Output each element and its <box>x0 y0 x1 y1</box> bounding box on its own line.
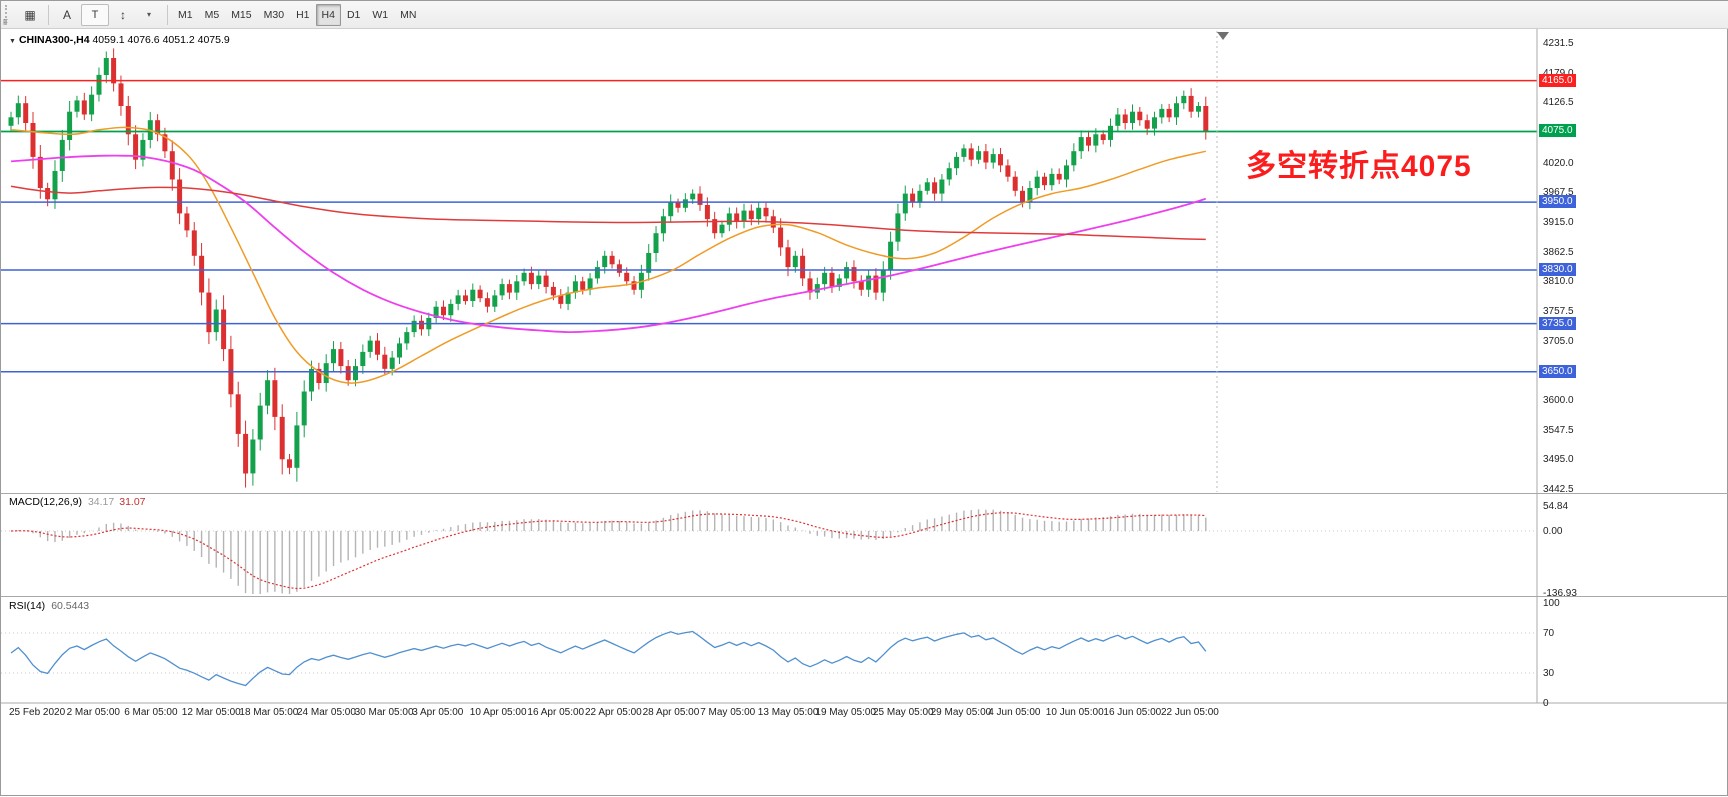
rsi-axis-tick: 30 <box>1543 668 1555 679</box>
price-tick: 3810.0 <box>1543 276 1574 288</box>
toolbar: F ▦ A T ↕ ▾ M1 M5 M15 M30 H1 H4 D1 W1 MN <box>1 1 1728 29</box>
moving-average-lines <box>10 126 1207 384</box>
macd-axis-tick: -136.93 <box>1543 587 1577 599</box>
chevron-down-icon[interactable]: ▾ <box>146 10 151 19</box>
price-axis[interactable]: 4231.5 4179.0 4126.5 4020.0 3967.5 3915.0 3862… <box>1537 1 1727 797</box>
ohlc-high: 4076.6 <box>127 34 160 46</box>
time-tick: 30 Mar 05:00 <box>354 707 414 718</box>
price-tick: 3967.5 <box>1543 187 1574 199</box>
timeframe-button-m5[interactable]: M5 <box>204 8 220 21</box>
time-tick: 16 Apr 05:00 <box>527 707 585 718</box>
macd-signal-value: 31.07 <box>119 496 146 508</box>
ma-slow <box>10 185 1206 241</box>
toolbar-grip[interactable] <box>5 4 12 25</box>
price-tick: 3600.0 <box>1543 394 1574 406</box>
rsi-line <box>10 630 1207 687</box>
time-tick: 28 Apr 05:00 <box>642 707 700 718</box>
timeframe-button-w1[interactable]: W1 <box>372 8 389 21</box>
ma-fast <box>10 126 1206 384</box>
time-tick: 25 Feb 2020 <box>9 707 66 718</box>
chart-title: ▼ CHINA300-,H4 4059.1 4076.6 4051.2 4075.… <box>9 34 230 46</box>
time-tick: 16 Jun 05:00 <box>1103 707 1162 718</box>
price-level-lines <box>1 79 1537 373</box>
time-tick: 22 Jun 05:00 <box>1161 707 1219 718</box>
price-tick: 3495.0 <box>1543 454 1574 466</box>
rsi-name: RSI(14) <box>9 600 46 612</box>
time-tick: 3 Apr 05:00 <box>412 707 464 718</box>
time-tick: 7 May 05:00 <box>700 707 756 718</box>
cursor-a-button[interactable]: A <box>62 7 71 22</box>
timeframe-button-d1[interactable]: D1 <box>346 8 361 21</box>
crosshair-icon[interactable]: ↕ <box>120 7 126 22</box>
time-tick: 22 Apr 05:00 <box>585 707 642 718</box>
time-tick: 4 Jun 05:00 <box>988 707 1041 718</box>
price-tick: 4231.5 <box>1543 38 1574 49</box>
timeframe-button-m1[interactable]: M1 <box>178 8 193 21</box>
toolbar-f-label: F <box>3 18 8 27</box>
ohlc-low: 4051.2 <box>162 34 195 46</box>
timeframe-button-h1[interactable]: H1 <box>296 8 310 21</box>
price-level-badge: 3650.0 <box>1539 364 1576 378</box>
pivot-annotation: 多空转折点4075 <box>1246 150 1472 183</box>
text-tool-button[interactable]: T <box>81 3 109 26</box>
time-tick: 19 May 05:00 <box>815 707 876 718</box>
chart-shift-marker <box>1217 32 1229 40</box>
macd-name: MACD(12,26,9) <box>9 496 82 508</box>
time-tick: 24 Mar 05:00 <box>297 707 356 718</box>
price-tick: 3705.0 <box>1543 335 1574 347</box>
time-tick: 6 Mar 05:00 <box>124 707 178 718</box>
macd-axis-tick: 54.84 <box>1543 501 1569 513</box>
rsi-indicator-label: RSI(14) 60.5443 <box>9 600 89 612</box>
timeframe-button-m30[interactable]: M30 <box>263 8 285 21</box>
time-tick: 10 Apr 05:00 <box>469 707 527 718</box>
price-tick: 3547.5 <box>1543 424 1574 436</box>
price-level-badge: 3950.0 <box>1539 195 1576 209</box>
chevron-down-icon[interactable]: ▼ <box>9 38 16 45</box>
time-tick: 2 Mar 05:00 <box>66 707 120 718</box>
timeframe-button-m15[interactable]: M15 <box>231 8 252 21</box>
ma-mid <box>10 154 1207 334</box>
price-level-badge: 3735.0 <box>1539 316 1576 330</box>
toolbar-separator <box>167 4 168 25</box>
ohlc-open: 4059.1 <box>92 34 125 46</box>
rsi-axis-tick: 70 <box>1543 628 1555 639</box>
rsi-axis-tick: 0 <box>1543 698 1549 709</box>
price-tick: 3915.0 <box>1543 216 1574 228</box>
time-axis[interactable]: 25 Feb 2020 2 Mar 05:00 6 Mar 05:00 12 Mar … <box>1 1 1537 797</box>
price-tick: 4126.5 <box>1543 97 1574 109</box>
ohlc-close: 4075.9 <box>197 34 230 46</box>
symbol-period-label: CHINA300-,H4 <box>18 34 90 46</box>
time-tick: 25 May 05:00 <box>873 707 934 718</box>
macd-indicator-label: MACD(12,26,9) 34.17 31.07 <box>9 496 146 508</box>
time-tick: 10 Jun 05:00 <box>1045 707 1104 718</box>
timeframe-button-mn[interactable]: MN <box>400 8 417 21</box>
macd-main-value: 34.17 <box>87 496 115 508</box>
price-level-badge: 3830.0 <box>1539 262 1576 276</box>
macd-axis-tick: 0.00 <box>1543 526 1563 537</box>
rsi-value: 60.5443 <box>51 600 90 612</box>
time-tick: 29 May 05:00 <box>930 707 992 718</box>
candlestick-series <box>8 48 1209 488</box>
price-tick: 3862.5 <box>1543 246 1574 258</box>
panel-separator-macd[interactable] <box>1 493 1728 498</box>
price-level-badge: 4165.0 <box>1539 73 1576 87</box>
price-tick: 3757.5 <box>1543 305 1574 317</box>
price-tick: 3442.5 <box>1543 484 1574 495</box>
time-tick: 18 Mar 05:00 <box>239 707 299 718</box>
rsi-axis-tick: 100 <box>1543 598 1560 609</box>
price-level-badge: 4075.0 <box>1539 124 1576 138</box>
panel-separator-rsi[interactable] <box>1 596 1728 601</box>
time-tick: 13 May 05:00 <box>757 707 819 718</box>
macd-signal-line <box>10 512 1206 590</box>
charts-grid-icon[interactable]: ▦ <box>24 7 36 22</box>
price-tick: 4179.0 <box>1543 67 1574 80</box>
time-tick: 12 Mar 05:00 <box>181 707 241 718</box>
timeframe-button-h4[interactable]: H4 <box>315 3 341 26</box>
price-tick: 4020.0 <box>1543 157 1574 169</box>
toolbar-separator <box>48 4 49 25</box>
